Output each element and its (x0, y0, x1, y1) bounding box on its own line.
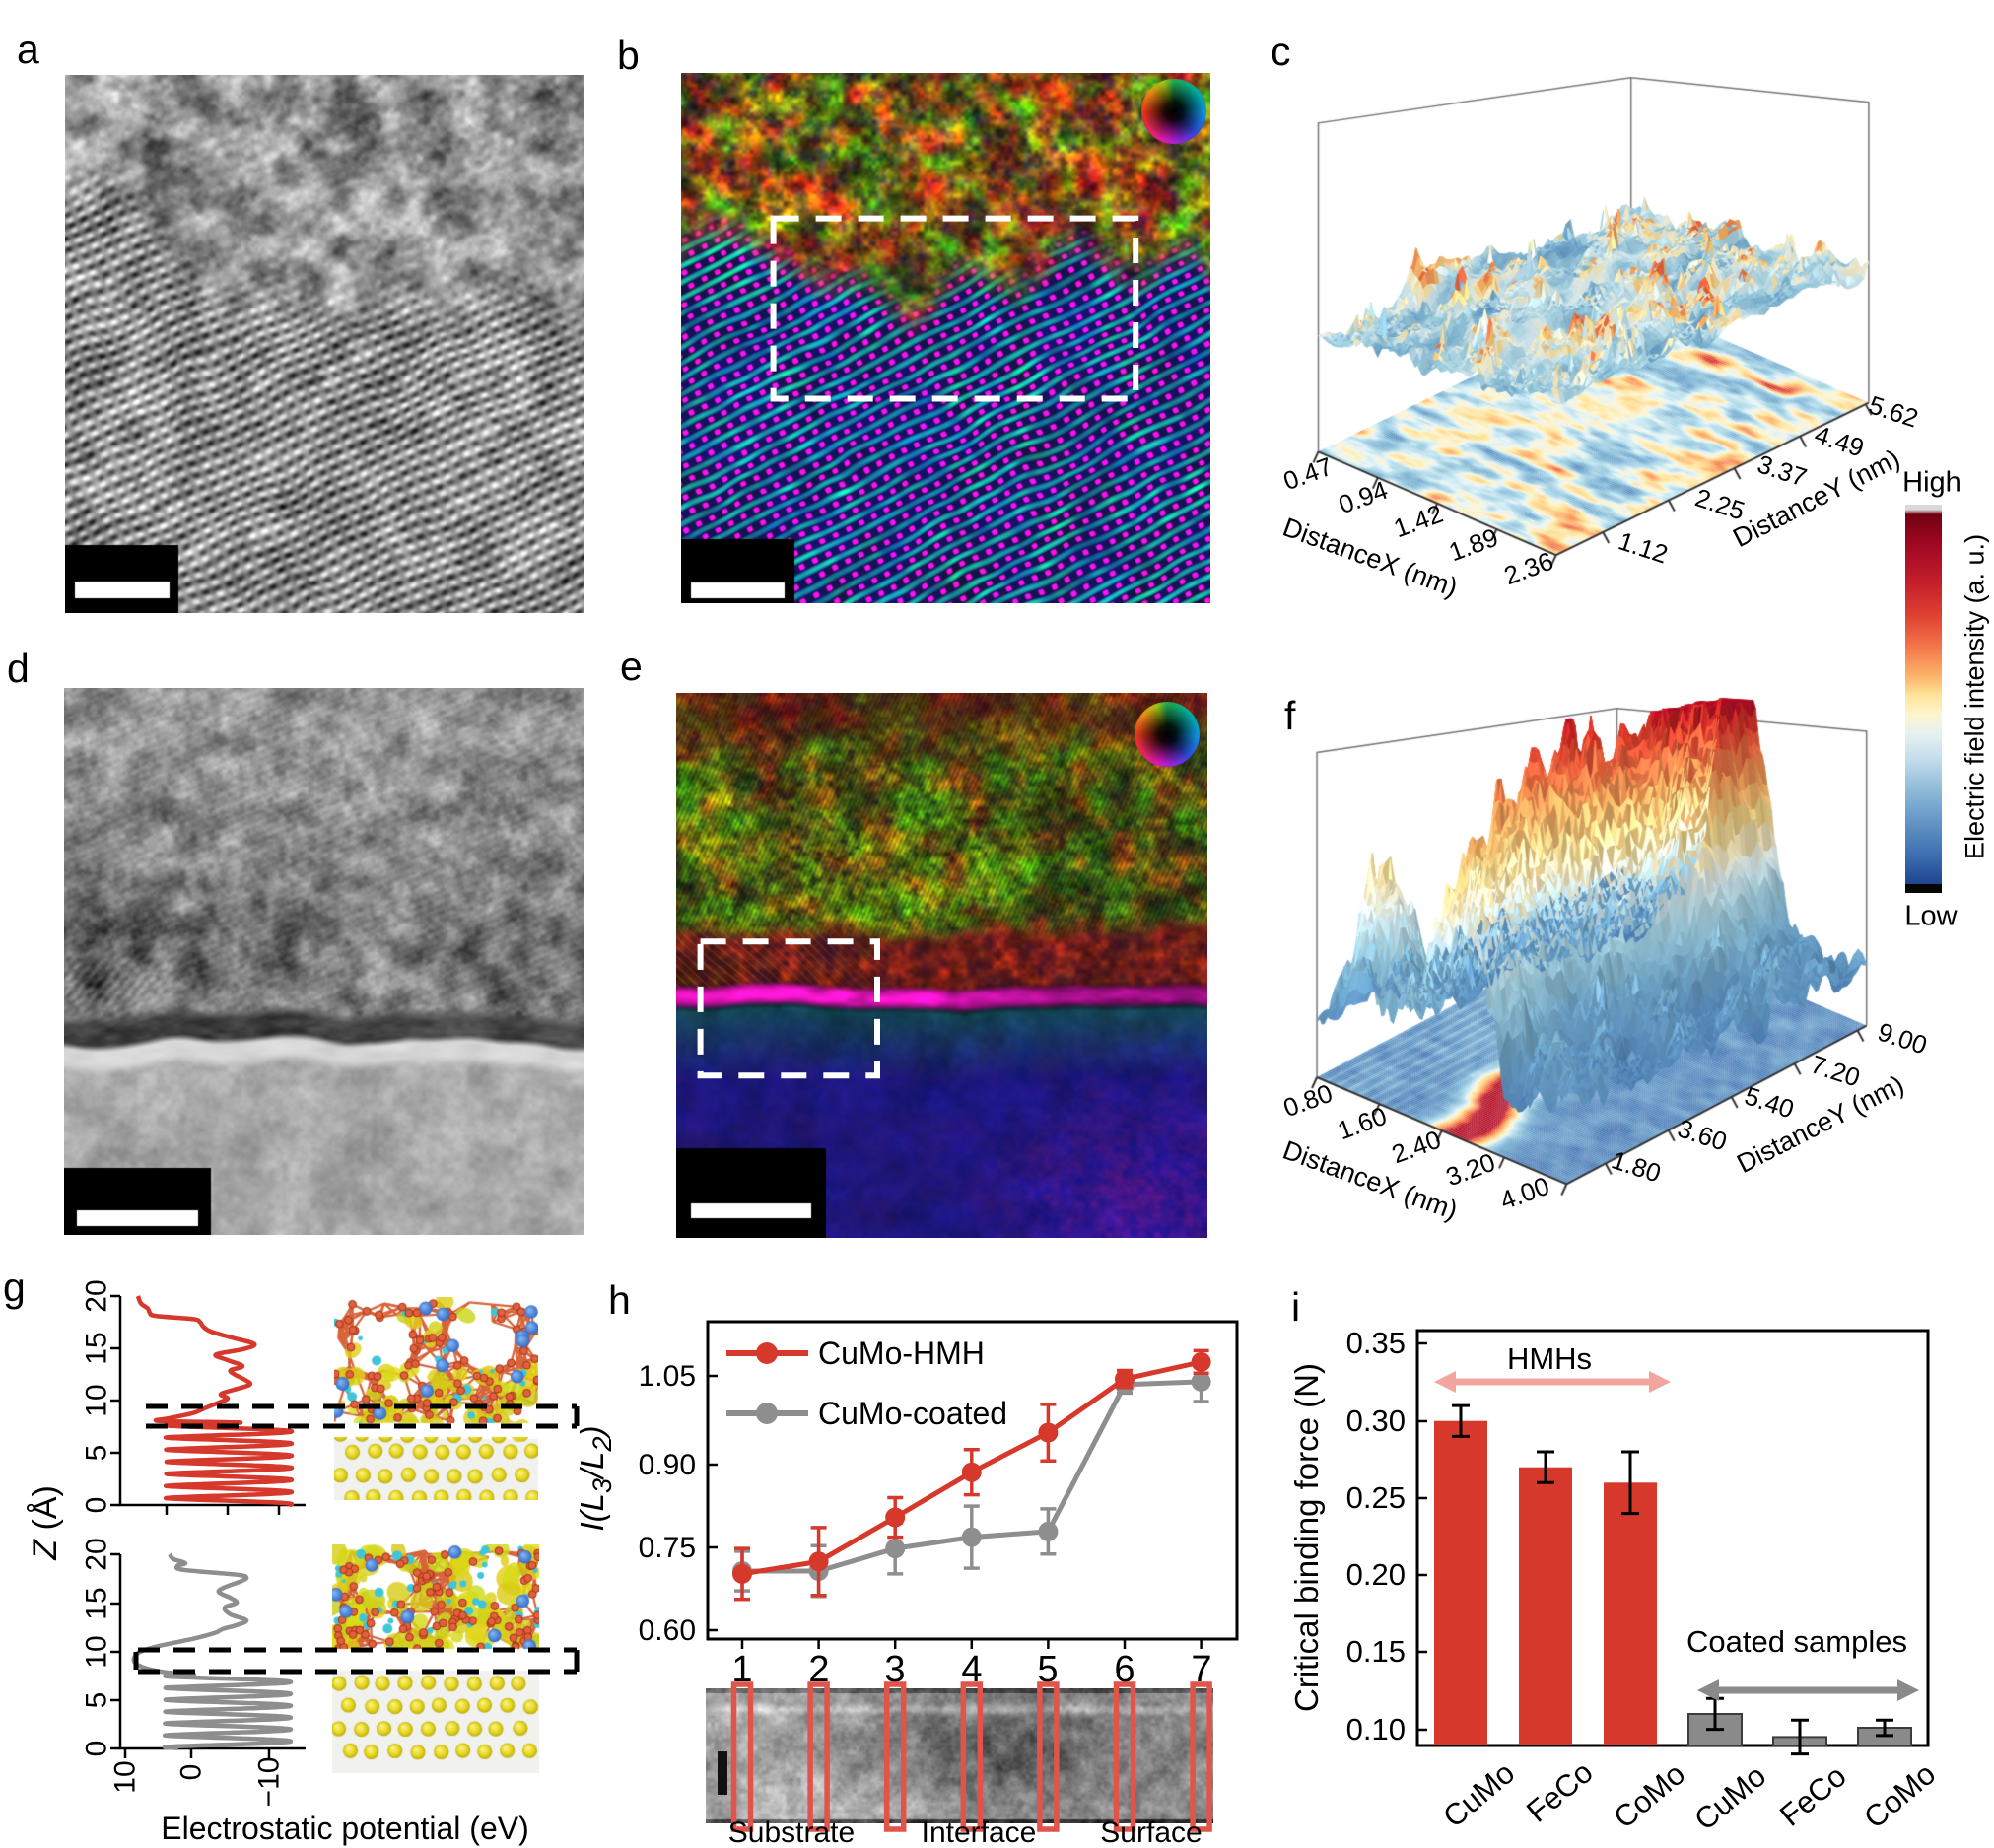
svg-text:0.90: 0.90 (639, 1449, 696, 1481)
svg-text:0.35: 0.35 (1346, 1326, 1406, 1360)
svg-text:0.60: 0.60 (639, 1614, 696, 1647)
svg-text:CuMo-coated: CuMo-coated (818, 1396, 1007, 1431)
svg-text:0: 0 (81, 1741, 113, 1757)
svg-text:0: 0 (81, 1497, 113, 1514)
svg-text:FeCo: FeCo (1520, 1754, 1600, 1829)
svg-text:Z (Å): Z (Å) (27, 1485, 64, 1561)
svg-text:0: 0 (175, 1764, 208, 1781)
svg-text:5: 5 (1037, 1649, 1058, 1690)
svg-text:6: 6 (1114, 1649, 1135, 1690)
svg-text:HMHs: HMHs (1507, 1341, 1592, 1376)
svg-text:Interface: Interface (922, 1816, 1037, 1848)
svg-text:0.30: 0.30 (1346, 1403, 1406, 1438)
svg-text:2: 2 (808, 1649, 829, 1690)
svg-text:I(L3/L2): I(L3/L2) (574, 1425, 617, 1531)
svg-text:5: 5 (81, 1445, 113, 1462)
svg-text:4: 4 (961, 1649, 982, 1690)
svg-text:Surface: Surface (1100, 1816, 1202, 1848)
svg-text:0.75: 0.75 (639, 1532, 696, 1564)
svg-text:10: 10 (81, 1635, 113, 1668)
svg-text:−10: −10 (253, 1757, 286, 1808)
svg-text:1.05: 1.05 (639, 1360, 696, 1393)
svg-text:7: 7 (1191, 1649, 1211, 1690)
svg-text:10: 10 (109, 1760, 142, 1793)
svg-text:CuMo: CuMo (1436, 1755, 1521, 1834)
svg-text:0.25: 0.25 (1346, 1480, 1406, 1515)
svg-text:15: 15 (81, 1587, 113, 1619)
svg-text:Critical binding force (N): Critical binding force (N) (1288, 1363, 1325, 1712)
svg-text:CoMo: CoMo (1857, 1756, 1942, 1835)
svg-text:3: 3 (884, 1649, 905, 1690)
svg-text:20: 20 (81, 1279, 113, 1312)
svg-text:Electrostatic potential (eV): Electrostatic potential (eV) (161, 1811, 529, 1846)
svg-text:15: 15 (81, 1332, 113, 1364)
svg-text:CuMo: CuMo (1687, 1758, 1772, 1837)
svg-text:0.20: 0.20 (1346, 1557, 1406, 1592)
svg-text:CoMo: CoMo (1607, 1756, 1691, 1835)
svg-text:0.10: 0.10 (1346, 1712, 1406, 1746)
svg-text:1: 1 (731, 1649, 752, 1690)
svg-text:Substrate: Substrate (728, 1816, 855, 1848)
svg-text:0.15: 0.15 (1346, 1634, 1406, 1669)
svg-text:Coated samples: Coated samples (1686, 1624, 1907, 1659)
svg-text:5: 5 (81, 1692, 113, 1709)
svg-text:FeCo: FeCo (1773, 1758, 1853, 1833)
svg-text:20: 20 (81, 1538, 113, 1570)
svg-text:10: 10 (81, 1384, 113, 1416)
svg-text:CuMo-HMH: CuMo-HMH (818, 1335, 985, 1371)
